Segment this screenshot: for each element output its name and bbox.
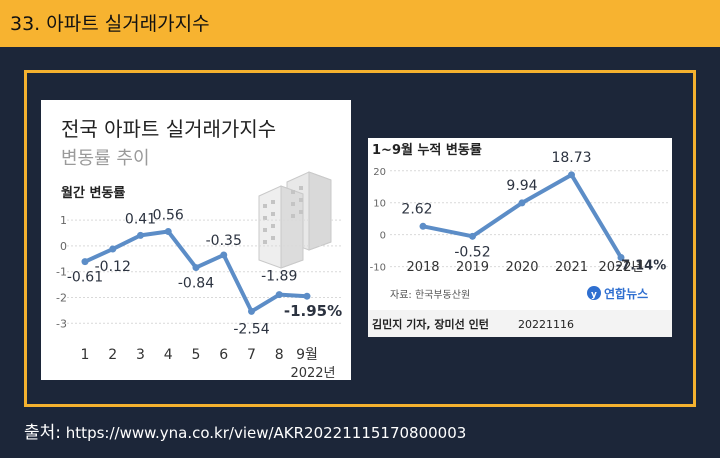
- y-tick-label: 0: [60, 240, 67, 253]
- data-point: [81, 258, 89, 266]
- source-url[interactable]: https://www.yna.co.kr/view/AKR2022111517…: [65, 424, 467, 442]
- x-tick-label: 2018: [406, 260, 439, 275]
- chart1-title: 전국 아파트 실거래가지수: [61, 117, 276, 141]
- data-label: -1.89: [261, 269, 297, 285]
- source-line: 출처: https://www.yna.co.kr/view/AKR202211…: [24, 418, 466, 443]
- data-label: -0.12: [95, 259, 131, 275]
- data-point: [109, 245, 117, 253]
- credit-text: 김민지 기자, 장미선 인턴: [372, 317, 489, 331]
- x-tick-label: 2019: [456, 260, 489, 275]
- data-point: [518, 199, 526, 207]
- logo-text: 연합뉴스: [604, 286, 648, 301]
- y-tick-label: -2: [56, 291, 67, 304]
- x-tick-label: 2: [108, 347, 117, 363]
- data-label: -0.61: [67, 270, 103, 286]
- x-tick-label: 2022년: [598, 260, 643, 275]
- data-label: 0.56: [153, 207, 184, 223]
- chart1-subtitle: 변동률 추이: [61, 148, 150, 169]
- data-point: [419, 222, 427, 230]
- data-point: [137, 231, 144, 239]
- y-tick-label: 0: [380, 231, 386, 242]
- chart1-series-label: 월간 변동률: [61, 185, 125, 201]
- svg-text:y: y: [591, 290, 597, 300]
- y-tick-label: 10: [373, 199, 386, 210]
- credit-bar: 김민지 기자, 장미선 인턴 20221116: [368, 310, 672, 337]
- cumulative-chart-card: 1~9월 누적 변동률 20 10 0 -10 2.62 2018 -0.52 2019 9.…: [368, 138, 672, 337]
- data-point: [164, 227, 172, 235]
- x-tick-label: 8: [275, 347, 284, 363]
- building-illustration: [258, 171, 332, 269]
- monthly-chart-card: 전국 아파트 실거래가지수 변동률 추이 월간 변동률 1 0 -1 -2 -3 -0.…: [41, 100, 351, 380]
- source-label: 출처:: [24, 423, 62, 443]
- data-point: [303, 292, 311, 300]
- y-tick-label: 1: [60, 214, 67, 227]
- data-label: 18.73: [551, 150, 591, 166]
- data-label: -7.14%: [616, 258, 667, 273]
- x-tick-label: 2021: [555, 260, 588, 275]
- data-point: [248, 307, 255, 315]
- slide-title: 33. 아파트 실거래가지수: [10, 13, 210, 35]
- x-tick-label: 7: [247, 347, 256, 363]
- x-tick-label: 9월: [296, 347, 318, 363]
- data-point: [469, 232, 476, 240]
- chart2-title: 1~9월 누적 변동률: [372, 142, 482, 158]
- yonhap-logo: y 연합뉴스: [587, 286, 648, 301]
- y-tick-label: -1: [56, 266, 67, 279]
- x-tick-label: 4: [164, 347, 173, 363]
- data-label: -0.52: [454, 244, 490, 260]
- x-tick-label: 2020: [505, 260, 538, 275]
- content-frame: [24, 70, 696, 407]
- chart2-source-note: 자료: 한국부동산원: [390, 289, 470, 301]
- data-label: 2.62: [401, 201, 432, 217]
- data-label: -0.84: [178, 276, 214, 292]
- monthly-change-chart: 전국 아파트 실거래가지수 변동률 추이 월간 변동률 1 0 -1 -2 -3 -0.…: [56, 117, 342, 380]
- data-label: -0.35: [206, 233, 242, 249]
- y-tick-label: -3: [56, 317, 67, 330]
- x-tick-label: 1: [81, 347, 90, 363]
- year-label: 2022년: [290, 366, 335, 380]
- x-tick-label: 3: [136, 347, 145, 363]
- data-point: [568, 171, 575, 179]
- slide-header: 33. 아파트 실거래가지수: [0, 0, 720, 47]
- data-label: -1.95%: [284, 302, 342, 320]
- data-label: 0.41: [125, 211, 156, 227]
- data-label: 9.94: [506, 178, 537, 194]
- x-tick-label: 6: [219, 347, 228, 363]
- data-point: [275, 291, 283, 299]
- data-point: [220, 251, 228, 259]
- cumulative-plot-area: 1~9월 누적 변동률 20 10 0 -10 2.62 2018 -0.52 2019 9.…: [368, 138, 672, 310]
- data-label: -2.54: [233, 321, 269, 337]
- credit-date: 20221116: [518, 318, 574, 331]
- y-tick-label: 20: [373, 167, 386, 178]
- data-point: [617, 253, 625, 261]
- x-tick-label: 5: [192, 347, 201, 363]
- y-tick-label: -10: [370, 263, 386, 274]
- data-point: [192, 264, 200, 272]
